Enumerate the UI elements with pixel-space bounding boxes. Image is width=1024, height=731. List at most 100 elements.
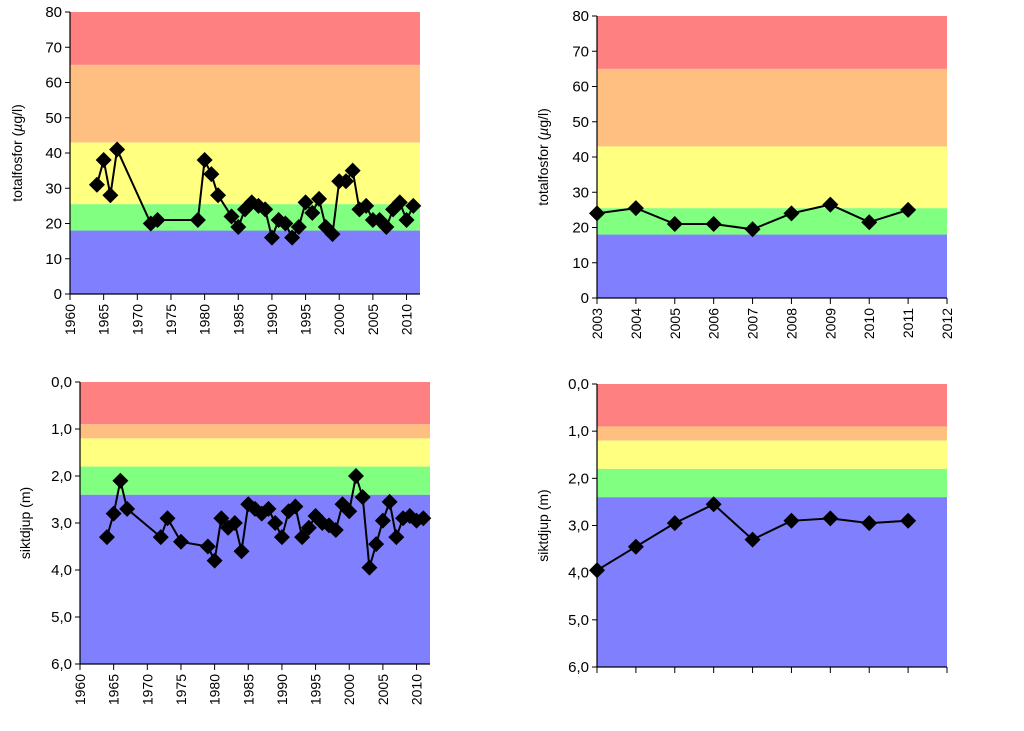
x-tick-label: 2005 [375,674,391,705]
data-point [260,500,277,517]
data-point [822,196,839,213]
x-tick-label: 1990 [274,674,290,705]
x-tick-label: 2007 [745,308,761,339]
x-tick-label: 2009 [822,308,838,339]
data-point [378,219,395,236]
y-tick-label: 1,0 [51,421,72,438]
data-point [368,536,385,553]
data-point [337,173,354,190]
data-point [105,505,122,522]
data-point [287,498,304,515]
y-tick-label: 70 [572,43,589,60]
band-yellow [597,440,947,469]
data-point [267,515,284,531]
data-point [294,529,311,546]
data-point [304,204,321,221]
data-point [297,194,314,211]
y-tick-label: 40 [45,145,62,162]
chart-siktdjup-2003-2012: 0,0 1,0 2,0 3,0 4,0 5,0 6,0 siktdjup (m) [535,376,948,676]
data-point [900,201,917,218]
band-orange [597,68,947,147]
x-tick-label: 1980 [197,304,213,335]
y-tick-label: 5,0 [568,612,589,629]
x-tick-label: 1990 [264,304,280,335]
x-tick-label: 1965 [106,674,122,705]
data-point [391,194,408,211]
data-point [861,515,878,532]
x-tick-label: 2010 [409,674,425,705]
data-point [405,197,422,214]
band-blue [597,497,947,667]
data-point [358,197,375,214]
x-tick-label: 1970 [139,674,155,705]
y-tick-label: 2,0 [51,468,72,485]
band-yellow [80,438,430,467]
x-tick-label: 2012 [939,308,955,339]
chart-totalfosfor-2003-2012: 0 10 20 30 40 50 60 70 80 2003 2004 2005 2006 2007 200… [535,8,955,339]
x-tick-label: 2005 [667,308,683,339]
x-tick-label: 2000 [331,304,347,335]
band-red [70,12,420,65]
y-tick-label: 10 [572,255,589,272]
data-point [88,176,105,193]
y-tick-label: 30 [572,184,589,201]
y-tick-label: 20 [45,216,62,233]
band-orange [70,64,420,143]
y-tick-label: 3,0 [568,518,589,535]
y-tick-label: 5,0 [51,609,72,626]
data-point [199,538,216,555]
data-point [783,205,800,222]
y-tick-label: 20 [572,220,589,237]
x-tick-label: 2010 [399,304,415,335]
data-point [284,229,301,246]
data-point [415,510,432,527]
band-orange [80,424,430,439]
y-axis-label: totalfosfor (µg/l) [535,108,551,206]
data-point [203,166,220,183]
data-point [311,190,328,207]
data-point [233,543,250,560]
data-point [744,531,761,548]
y-tick-label: 6,0 [51,656,72,673]
data-point [589,205,605,222]
band-orange [597,426,947,441]
band-blue [80,494,430,664]
x-tick-label: 2010 [861,308,877,339]
x-tick-label: 2011 [900,308,916,338]
x-tick-label: 1980 [207,674,223,705]
data-point [196,152,213,169]
data-point [152,529,169,546]
data-point [206,552,223,569]
x-tick-label: 1975 [163,304,179,335]
data-point [344,162,361,179]
x-tick-label: 1995 [308,674,324,705]
x-tick-label: 2008 [783,308,799,339]
data-point [109,141,126,158]
data-point [226,515,243,531]
x-tick-label: 2000 [341,674,357,705]
y-tick-label: 80 [45,4,62,21]
band-yellow [597,146,947,209]
band-red [80,382,430,425]
data-point [213,510,230,527]
band-green [597,468,947,498]
x-tick-label: 1995 [298,304,314,335]
data-point [666,515,683,532]
data-point [300,519,317,536]
y-tick-label: 2,0 [568,470,589,487]
data-point [189,211,206,228]
y-tick-label: 10 [45,251,62,268]
y-tick-label: 60 [572,79,589,96]
y-tick-label: 0 [581,290,589,307]
data-point [666,215,683,232]
y-tick-label: 4,0 [568,565,589,582]
data-point [705,496,722,513]
data-point [361,559,378,576]
data-point [223,208,240,225]
data-point [98,529,115,546]
y-tick-label: 6,0 [568,659,589,676]
data-point [277,215,294,232]
y-axis-label: siktdjup (m) [535,489,551,561]
